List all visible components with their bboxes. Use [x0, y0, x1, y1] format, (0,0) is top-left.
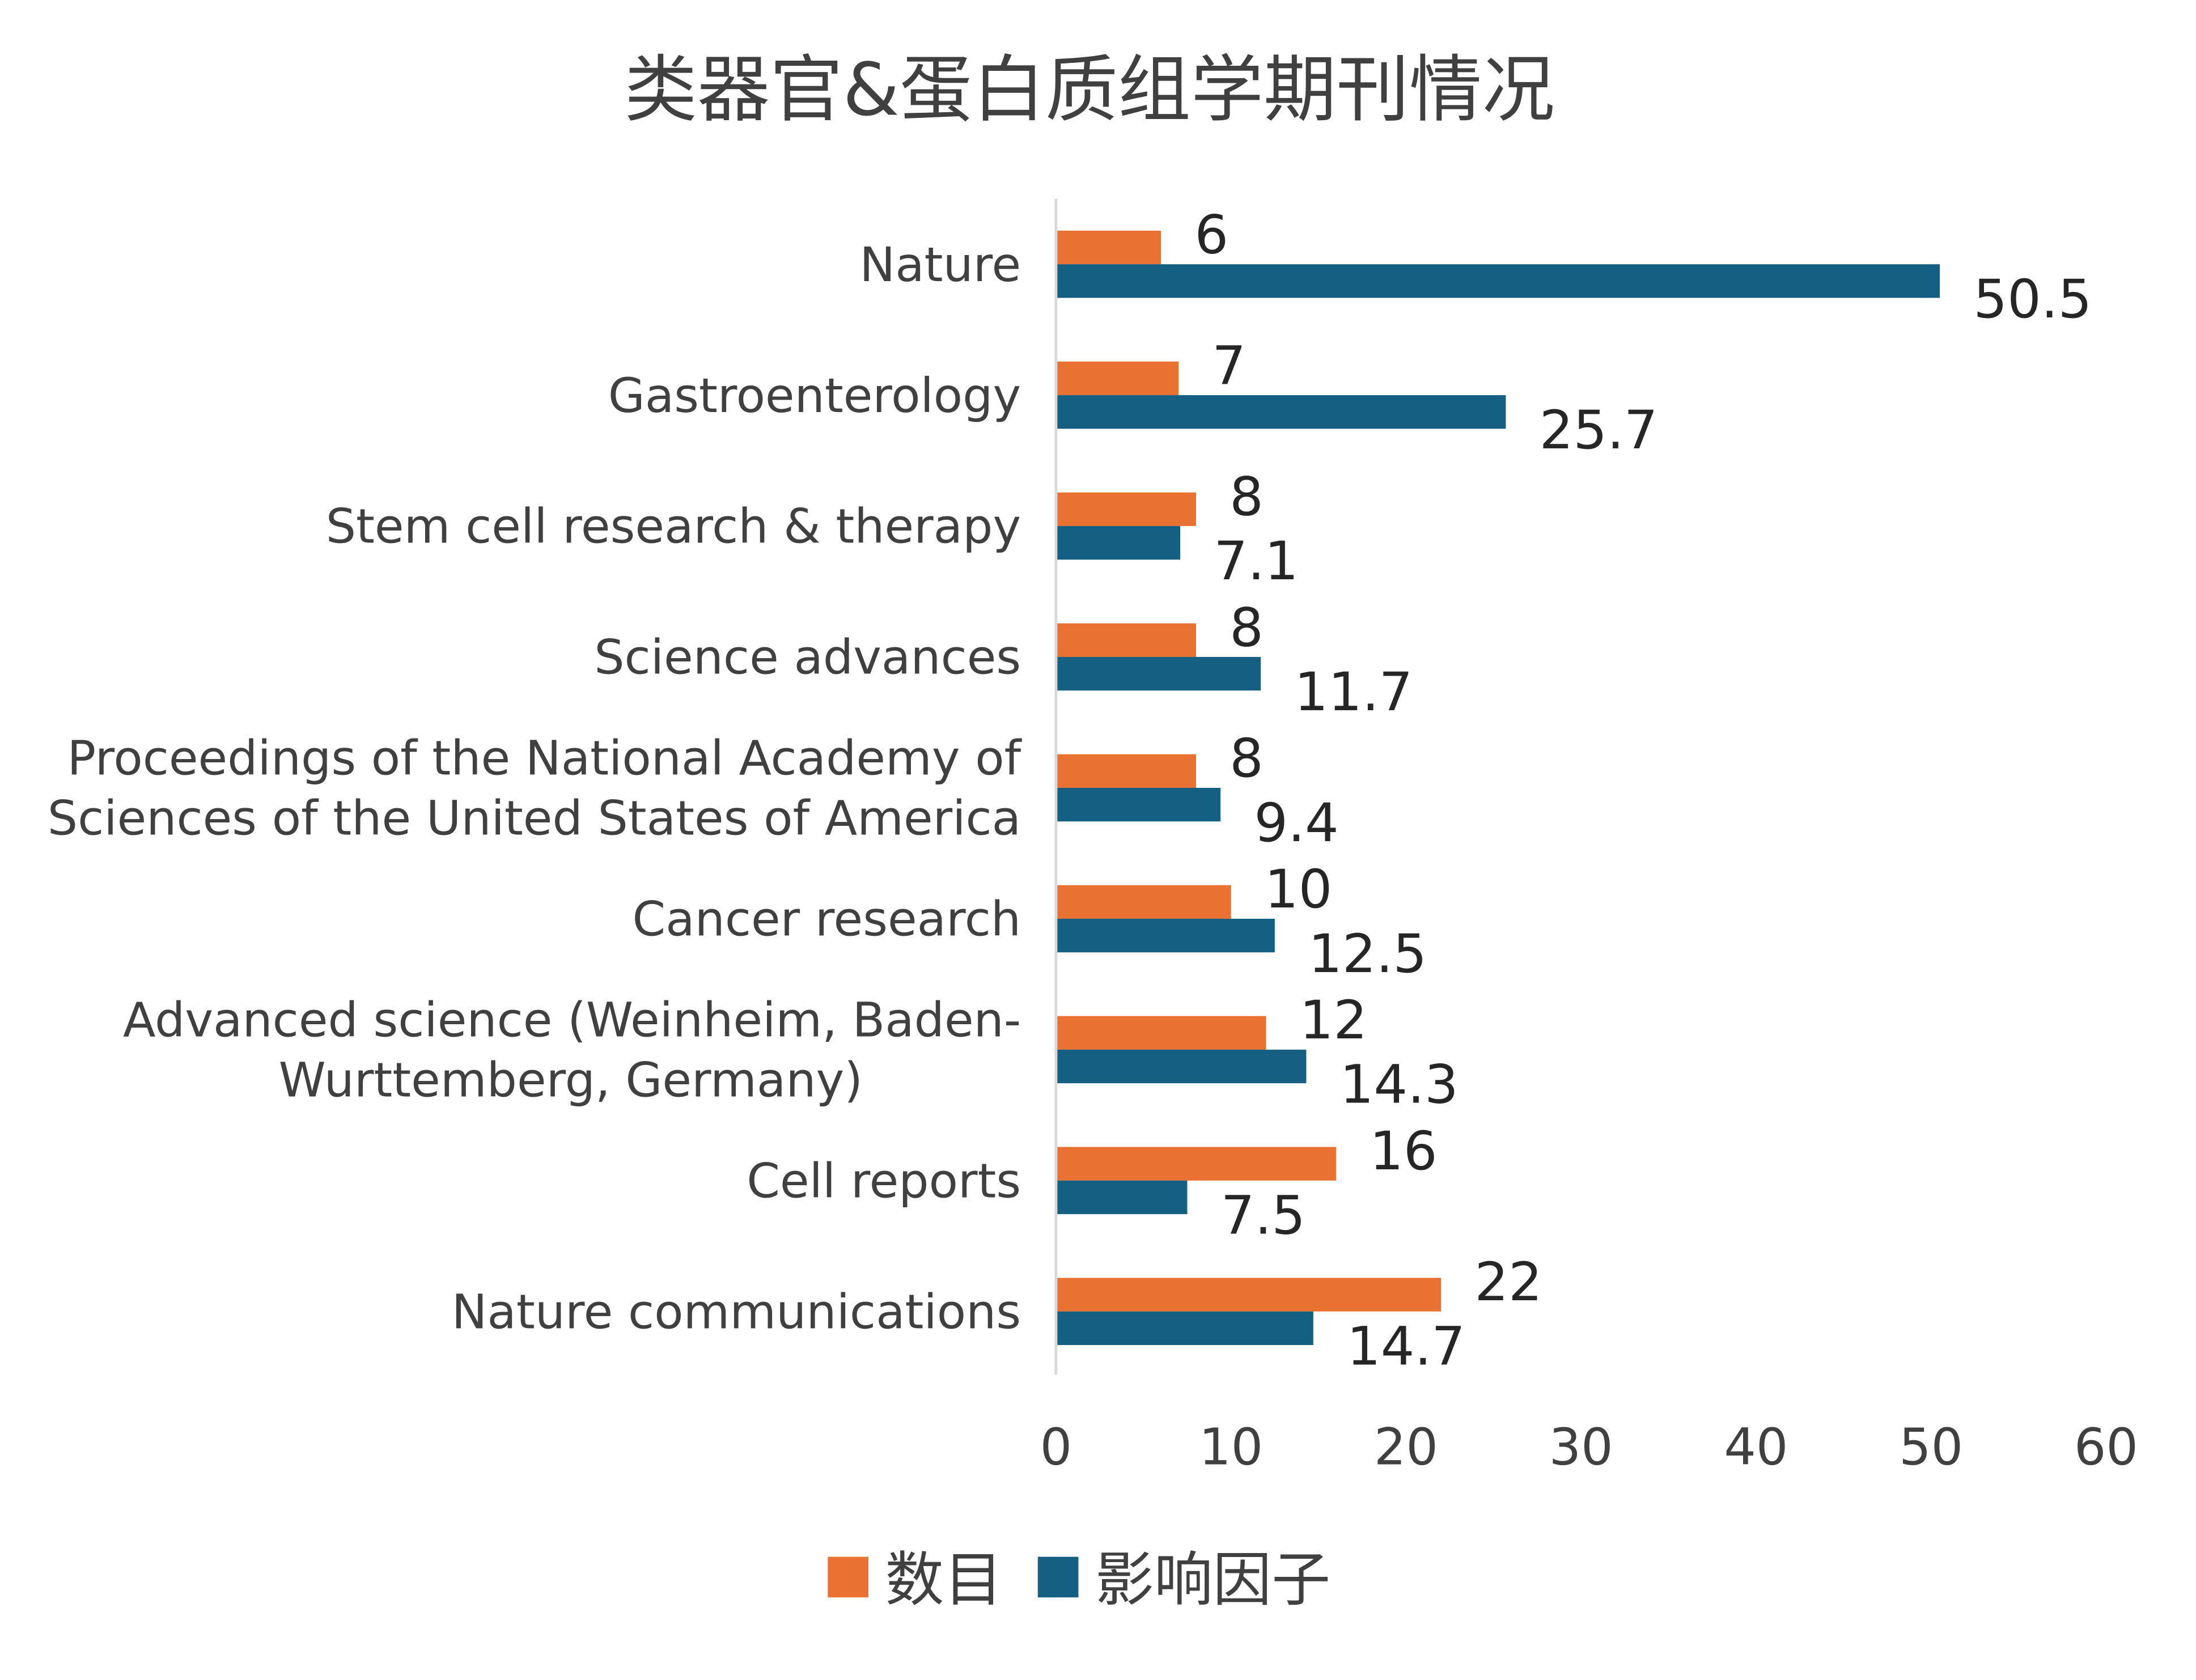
data-label-count: 16 — [1370, 1121, 1437, 1182]
legend-label-count: 数目 — [885, 1546, 1003, 1614]
x-tick-label: 50 — [1899, 1418, 1963, 1477]
data-label-count: 22 — [1474, 1251, 1542, 1313]
x-tick-label: 60 — [2074, 1418, 2138, 1477]
x-tick-label: 40 — [1724, 1418, 1788, 1477]
x-tick-label: 10 — [1199, 1418, 1263, 1477]
bar-impact-factor[interactable] — [1057, 1180, 1188, 1215]
chart-title: 类器官&蛋白质组学期刊情况 — [624, 48, 1554, 133]
data-label-count: 8 — [1230, 597, 1264, 659]
data-label-impact-factor: 12.5 — [1308, 923, 1427, 985]
data-label-impact-factor: 14.3 — [1340, 1054, 1459, 1116]
bar-impact-factor[interactable] — [1057, 526, 1181, 560]
legend-item-count[interactable]: 数目 — [828, 1546, 1003, 1614]
legend-item-impact-factor[interactable]: 影响因子 — [1037, 1546, 1330, 1614]
x-axis-ticks: 0 10 20 30 40 50 60 — [1040, 1418, 2138, 1477]
legend-swatch-impact-factor — [1037, 1556, 1079, 1598]
x-tick-label: 20 — [1374, 1418, 1438, 1477]
bar-count[interactable] — [1057, 754, 1196, 788]
category-label: Gastroenterology — [608, 368, 1021, 423]
legend: 数目 影响因子 — [828, 1546, 1330, 1614]
category-label: Cancer research — [633, 892, 1021, 947]
data-label-impact-factor: 11.7 — [1294, 661, 1413, 723]
category-label: Science advances — [594, 630, 1021, 685]
data-label-count: 6 — [1194, 204, 1228, 266]
bar-impact-factor[interactable] — [1057, 395, 1506, 429]
bar-count[interactable] — [1057, 1147, 1336, 1181]
bar-count[interactable] — [1057, 1278, 1442, 1312]
bar-impact-factor[interactable] — [1057, 657, 1261, 691]
bar-count[interactable] — [1057, 623, 1196, 657]
data-label-impact-factor: 50.5 — [1973, 269, 2092, 330]
data-label-impact-factor: 14.7 — [1347, 1316, 1465, 1378]
x-tick-label: 30 — [1549, 1418, 1613, 1477]
category-label: Advanced science (Weinheim, Baden-Wurtte… — [123, 992, 1021, 1108]
bars — [1057, 230, 1940, 1346]
bar-count[interactable] — [1057, 1016, 1266, 1050]
bar-count[interactable] — [1057, 885, 1231, 919]
legend-swatch-count — [828, 1556, 868, 1598]
category-label: Cell reports — [747, 1153, 1021, 1208]
category-label: Nature communications — [452, 1284, 1021, 1339]
data-label-count: 12 — [1300, 990, 1367, 1051]
legend-label-impact-factor: 影响因子 — [1095, 1546, 1330, 1614]
bar-impact-factor[interactable] — [1057, 918, 1275, 953]
category-labels: Nature Gastroenterology Stem cell research… — [48, 237, 1023, 1340]
x-tick-label: 0 — [1040, 1418, 1072, 1477]
bar-impact-factor[interactable] — [1057, 264, 1940, 298]
bar-count[interactable] — [1057, 492, 1196, 527]
bar-impact-factor[interactable] — [1057, 787, 1221, 822]
bar-impact-factor[interactable] — [1057, 1311, 1313, 1346]
data-label-count: 10 — [1265, 859, 1332, 920]
bar-count[interactable] — [1057, 230, 1161, 265]
data-label-impact-factor: 7.1 — [1214, 531, 1298, 592]
category-label: Stem cell research & therapy — [326, 499, 1021, 554]
data-label-count: 8 — [1230, 728, 1264, 790]
category-label: Nature — [859, 237, 1021, 292]
data-labels: 650.5725.787.1811.789.41012.51214.3167.5… — [1194, 204, 2092, 1377]
data-label-count: 7 — [1212, 335, 1246, 397]
data-label-impact-factor: 25.7 — [1540, 400, 1658, 461]
category-label: Proceedings of the National Academy of Sc… — [48, 731, 1023, 846]
data-label-impact-factor: 9.4 — [1254, 792, 1338, 854]
data-label-count: 8 — [1230, 466, 1264, 528]
bar-count[interactable] — [1057, 361, 1179, 396]
data-label-impact-factor: 7.5 — [1221, 1185, 1305, 1247]
bar-impact-factor[interactable] — [1057, 1049, 1307, 1084]
